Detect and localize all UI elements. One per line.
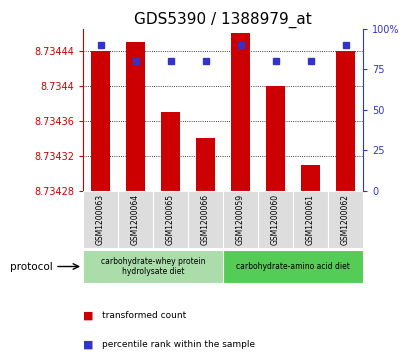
Bar <box>126 42 145 191</box>
Text: GSM1200064: GSM1200064 <box>131 194 140 245</box>
Bar <box>153 191 188 248</box>
Text: percentile rank within the sample: percentile rank within the sample <box>102 340 255 349</box>
Bar <box>161 112 180 191</box>
Bar <box>258 191 293 248</box>
Text: GSM1200062: GSM1200062 <box>341 194 350 245</box>
Bar <box>118 191 153 248</box>
Text: GSM1200063: GSM1200063 <box>96 194 105 245</box>
Text: carbohydrate-amino acid diet: carbohydrate-amino acid diet <box>236 262 350 271</box>
Text: GSM1200065: GSM1200065 <box>166 194 175 245</box>
Title: GDS5390 / 1388979_at: GDS5390 / 1388979_at <box>134 12 312 28</box>
Bar <box>83 250 223 283</box>
Text: transformed count: transformed count <box>102 311 186 320</box>
Bar <box>293 191 328 248</box>
Text: GSM1200066: GSM1200066 <box>201 194 210 245</box>
Bar <box>301 164 320 191</box>
Bar <box>223 191 258 248</box>
Bar <box>336 51 355 191</box>
Bar <box>223 250 363 283</box>
Text: carbohydrate-whey protein
hydrolysate diet: carbohydrate-whey protein hydrolysate di… <box>101 257 205 276</box>
Bar <box>196 138 215 191</box>
Bar <box>83 191 118 248</box>
Bar <box>231 33 250 191</box>
Text: GSM1200061: GSM1200061 <box>306 194 315 245</box>
Bar <box>91 51 110 191</box>
Text: GSM1200059: GSM1200059 <box>236 194 245 245</box>
Bar <box>188 191 223 248</box>
Text: protocol: protocol <box>10 261 53 272</box>
Text: ■: ■ <box>83 311 93 321</box>
Bar <box>266 86 285 191</box>
Bar <box>328 191 363 248</box>
Text: GSM1200060: GSM1200060 <box>271 194 280 245</box>
Text: ■: ■ <box>83 340 93 350</box>
